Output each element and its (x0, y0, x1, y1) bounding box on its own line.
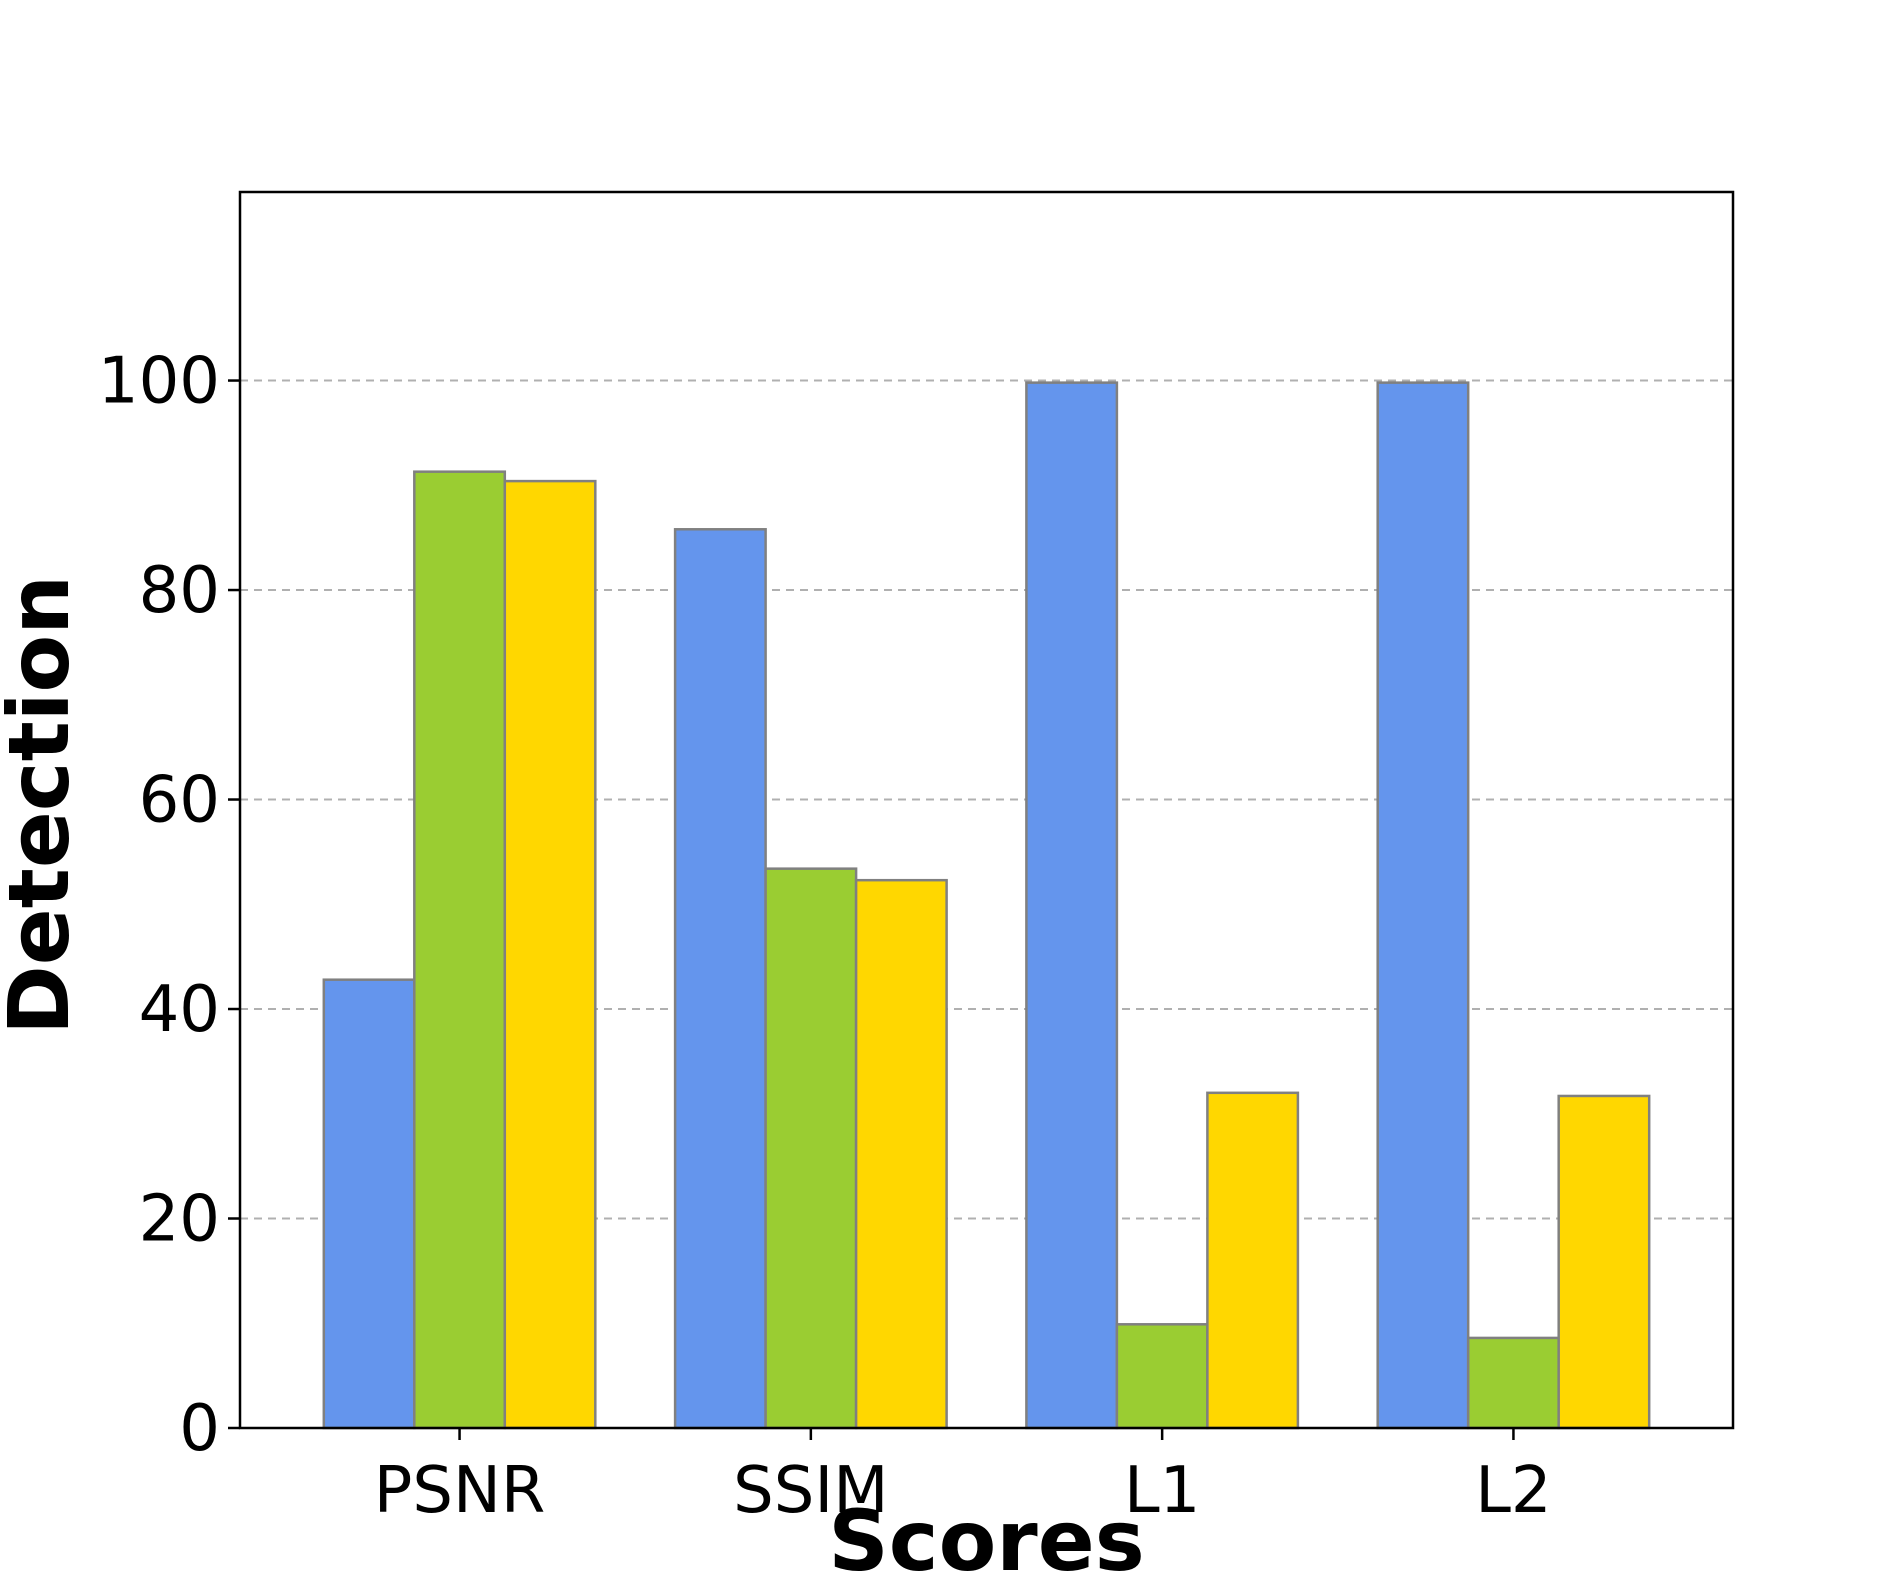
y-axis-ticks: 0 20 40 60 80 100 (98, 345, 240, 1466)
y-tick-label: 20 (139, 1183, 220, 1257)
x-axis-ticks: PSNR SSIM L1 L2 (374, 1428, 1552, 1528)
bar-l2-series-3 (1557, 1094, 1651, 1430)
bars (322, 381, 1651, 1430)
plot-frame (238, 190, 1735, 1430)
x-tick-label-l1: L1 (1124, 1454, 1200, 1528)
bar-ssim-series-2 (764, 867, 858, 1430)
bar-l1-series-1 (1025, 381, 1119, 1430)
grid-lines (240, 379, 1733, 1220)
y-tick-label: 80 (139, 554, 220, 628)
x-tick-label-l2: L2 (1475, 1454, 1551, 1528)
y-tick-label: 40 (139, 973, 220, 1047)
x-tick-label-ssim: SSIM (733, 1454, 888, 1528)
y-axis-title: Detection (0, 575, 88, 1035)
bar-psnr-series-1 (322, 978, 416, 1430)
y-tick-label: 0 (179, 1392, 220, 1466)
bar-l1-series-3 (1206, 1091, 1300, 1430)
bar-ssim-series-1 (673, 528, 767, 1430)
y-tick-label: 100 (98, 345, 220, 419)
bar-psnr-series-3 (503, 479, 597, 1430)
bar-ssim-series-3 (854, 878, 948, 1430)
y-tick-label: 60 (139, 764, 220, 838)
bar-l1-series-2 (1115, 1323, 1209, 1430)
bar-psnr-series-2 (413, 470, 507, 1430)
bar-l2-series-2 (1466, 1336, 1560, 1430)
bar-l2-series-1 (1376, 381, 1470, 1430)
x-tick-label-psnr: PSNR (374, 1454, 546, 1528)
x-axis-title: Scores (828, 1492, 1144, 1586)
